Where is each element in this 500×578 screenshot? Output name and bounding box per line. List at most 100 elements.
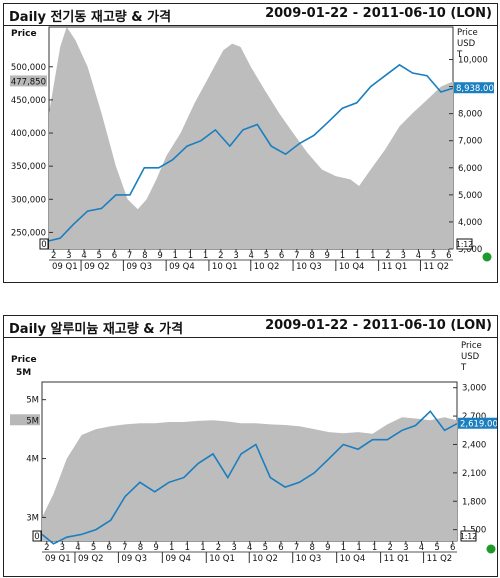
left-zero-box — [39, 238, 49, 250]
month-tick-label: 6 — [446, 251, 451, 261]
chart-title: Daily 전기동 재고량 & 가격 — [9, 10, 172, 25]
left-axis-title: Price — [11, 29, 37, 39]
month-tick-label: 1 — [355, 251, 360, 261]
right-scale-box — [456, 238, 473, 250]
date-range: 2009-01-22 - 2011-06-10 (LON) — [265, 318, 492, 333]
left-axis-title: Price — [11, 355, 37, 365]
left-tick-label: 4M — [26, 455, 39, 465]
quarter-label: 10 Q1 — [212, 262, 238, 272]
month-tick-label: 1 — [370, 251, 375, 261]
quarter-label: 10 Q4 — [340, 554, 366, 564]
month-tick-label: 2 — [44, 543, 49, 553]
right-tick-label: 2,400 — [462, 440, 486, 450]
month-tick-label: 1 — [341, 543, 346, 553]
month-tick-label: 4 — [419, 543, 424, 553]
month-tick-label: 4 — [75, 543, 80, 553]
status-dot — [486, 544, 496, 554]
quarter-label: 10 Q3 — [296, 554, 322, 564]
chart-svg: Price5M4M3M5M5M0PriceUSDT3,0002,7002,400… — [10, 341, 497, 564]
month-tick-label: 2 — [218, 251, 223, 261]
month-tick-label: 5 — [431, 251, 436, 261]
left-zero-box — [32, 530, 42, 542]
stock-area — [49, 27, 453, 249]
quarter-label: 09 Q1 — [52, 262, 78, 272]
month-tick-label: 5 — [264, 251, 269, 261]
left-head-label: 5M — [16, 368, 31, 378]
left-tick-label: 500,000 — [11, 63, 46, 73]
month-tick-label: 3 — [403, 543, 408, 553]
quarter-label: 10 Q3 — [296, 262, 322, 272]
left-tick-label: 3M — [26, 513, 39, 523]
quarter-label: 11 Q2 — [427, 554, 453, 564]
left-zero-label: 0 — [34, 532, 39, 542]
month-tick-label: 1 — [340, 251, 345, 261]
month-tick-label: 5 — [263, 543, 268, 553]
month-tick-label: 6 — [278, 543, 283, 553]
quarter-label: 11 Q2 — [423, 262, 449, 272]
right-axis-title: Price — [457, 28, 478, 38]
quarter-label: 09 Q1 — [45, 554, 71, 564]
right-scale-box — [460, 530, 477, 542]
quarter-label: 09 Q4 — [165, 554, 191, 564]
month-tick-label: 8 — [309, 543, 314, 553]
month-tick-label: 9 — [325, 251, 330, 261]
date-range: 2009-01-22 - 2011-06-10 (LON) — [265, 6, 492, 21]
right-marker-label: 8,938.00 — [456, 84, 494, 94]
month-tick-label: 4 — [249, 251, 254, 261]
month-tick-label: 9 — [157, 251, 162, 261]
chart-header: Daily 전기동 재고량 & 가격 2009-01-22 - 2011-06-… — [4, 4, 497, 26]
month-tick-label: 1 — [173, 251, 178, 261]
left-tick-label: 350,000 — [11, 162, 46, 172]
month-tick-label: 1 — [185, 543, 190, 553]
right-tick-label: 10,000 — [458, 55, 488, 65]
right-marker-label: 2,619.00 — [460, 420, 497, 430]
month-tick-label: 6 — [112, 251, 117, 261]
month-tick-label: 8 — [142, 251, 147, 261]
month-tick-label: 5 — [434, 543, 439, 553]
month-tick-label: 3 — [231, 543, 236, 553]
month-tick-label: 4 — [81, 251, 86, 261]
quarter-label: 11 Q1 — [382, 262, 408, 272]
month-tick-label: 3 — [66, 251, 71, 261]
chart-header: Daily 알루미늄 재고량 & 가격 2009-01-22 - 2011-06… — [4, 316, 497, 338]
month-tick-label: 5 — [97, 251, 102, 261]
month-tick-label: 7 — [127, 251, 132, 261]
right-scale-label: 1:12 — [456, 240, 473, 249]
month-tick-label: 8 — [138, 543, 143, 553]
month-tick-label: 2 — [388, 543, 393, 553]
month-tick-label: 7 — [122, 543, 127, 553]
quarter-label: 11 Q1 — [384, 554, 410, 564]
quarter-label: 09 Q2 — [78, 554, 104, 564]
left-marker-label: 477,850 — [11, 77, 46, 87]
month-tick-label: 5 — [91, 543, 96, 553]
right-tick-label: 4,000 — [458, 218, 482, 228]
price-line — [48, 63, 454, 242]
status-dot — [482, 252, 492, 262]
right-tick-label: 1,800 — [462, 497, 486, 507]
month-tick-label: 1 — [169, 543, 174, 553]
left-tick-label: 400,000 — [11, 129, 46, 139]
month-tick-label: 4 — [416, 251, 421, 261]
left-marker-box — [10, 75, 47, 87]
month-tick-label: 1 — [200, 543, 205, 553]
month-tick-label: 2 — [385, 251, 390, 261]
month-tick-label: 4 — [247, 543, 252, 553]
quarter-label: 09 Q2 — [84, 262, 110, 272]
right-tick-label: 7,000 — [458, 137, 482, 147]
right-marker-box — [458, 417, 497, 429]
month-tick-label: 2 — [51, 251, 56, 261]
month-tick-label: 3 — [60, 543, 65, 553]
right-tick-label: 2,700 — [462, 412, 486, 422]
month-tick-label: 1 — [356, 543, 361, 553]
right-tick-label: 8,000 — [458, 110, 482, 120]
month-tick-label: 3 — [233, 251, 238, 261]
month-tick-label: 1 — [203, 251, 208, 261]
month-tick-label: 8 — [309, 251, 314, 261]
quarter-label: 10 Q1 — [209, 554, 235, 564]
right-axis-title: Price — [461, 341, 482, 351]
left-tick-label: 300,000 — [11, 195, 46, 205]
chart-svg: Price 500,000 450,000 400,000 350,000 300,000… — [10, 26, 494, 272]
quarter-label: 09 Q4 — [169, 262, 195, 272]
right-axis-title: T — [460, 363, 467, 373]
left-tick-label: 250,000 — [11, 228, 46, 238]
